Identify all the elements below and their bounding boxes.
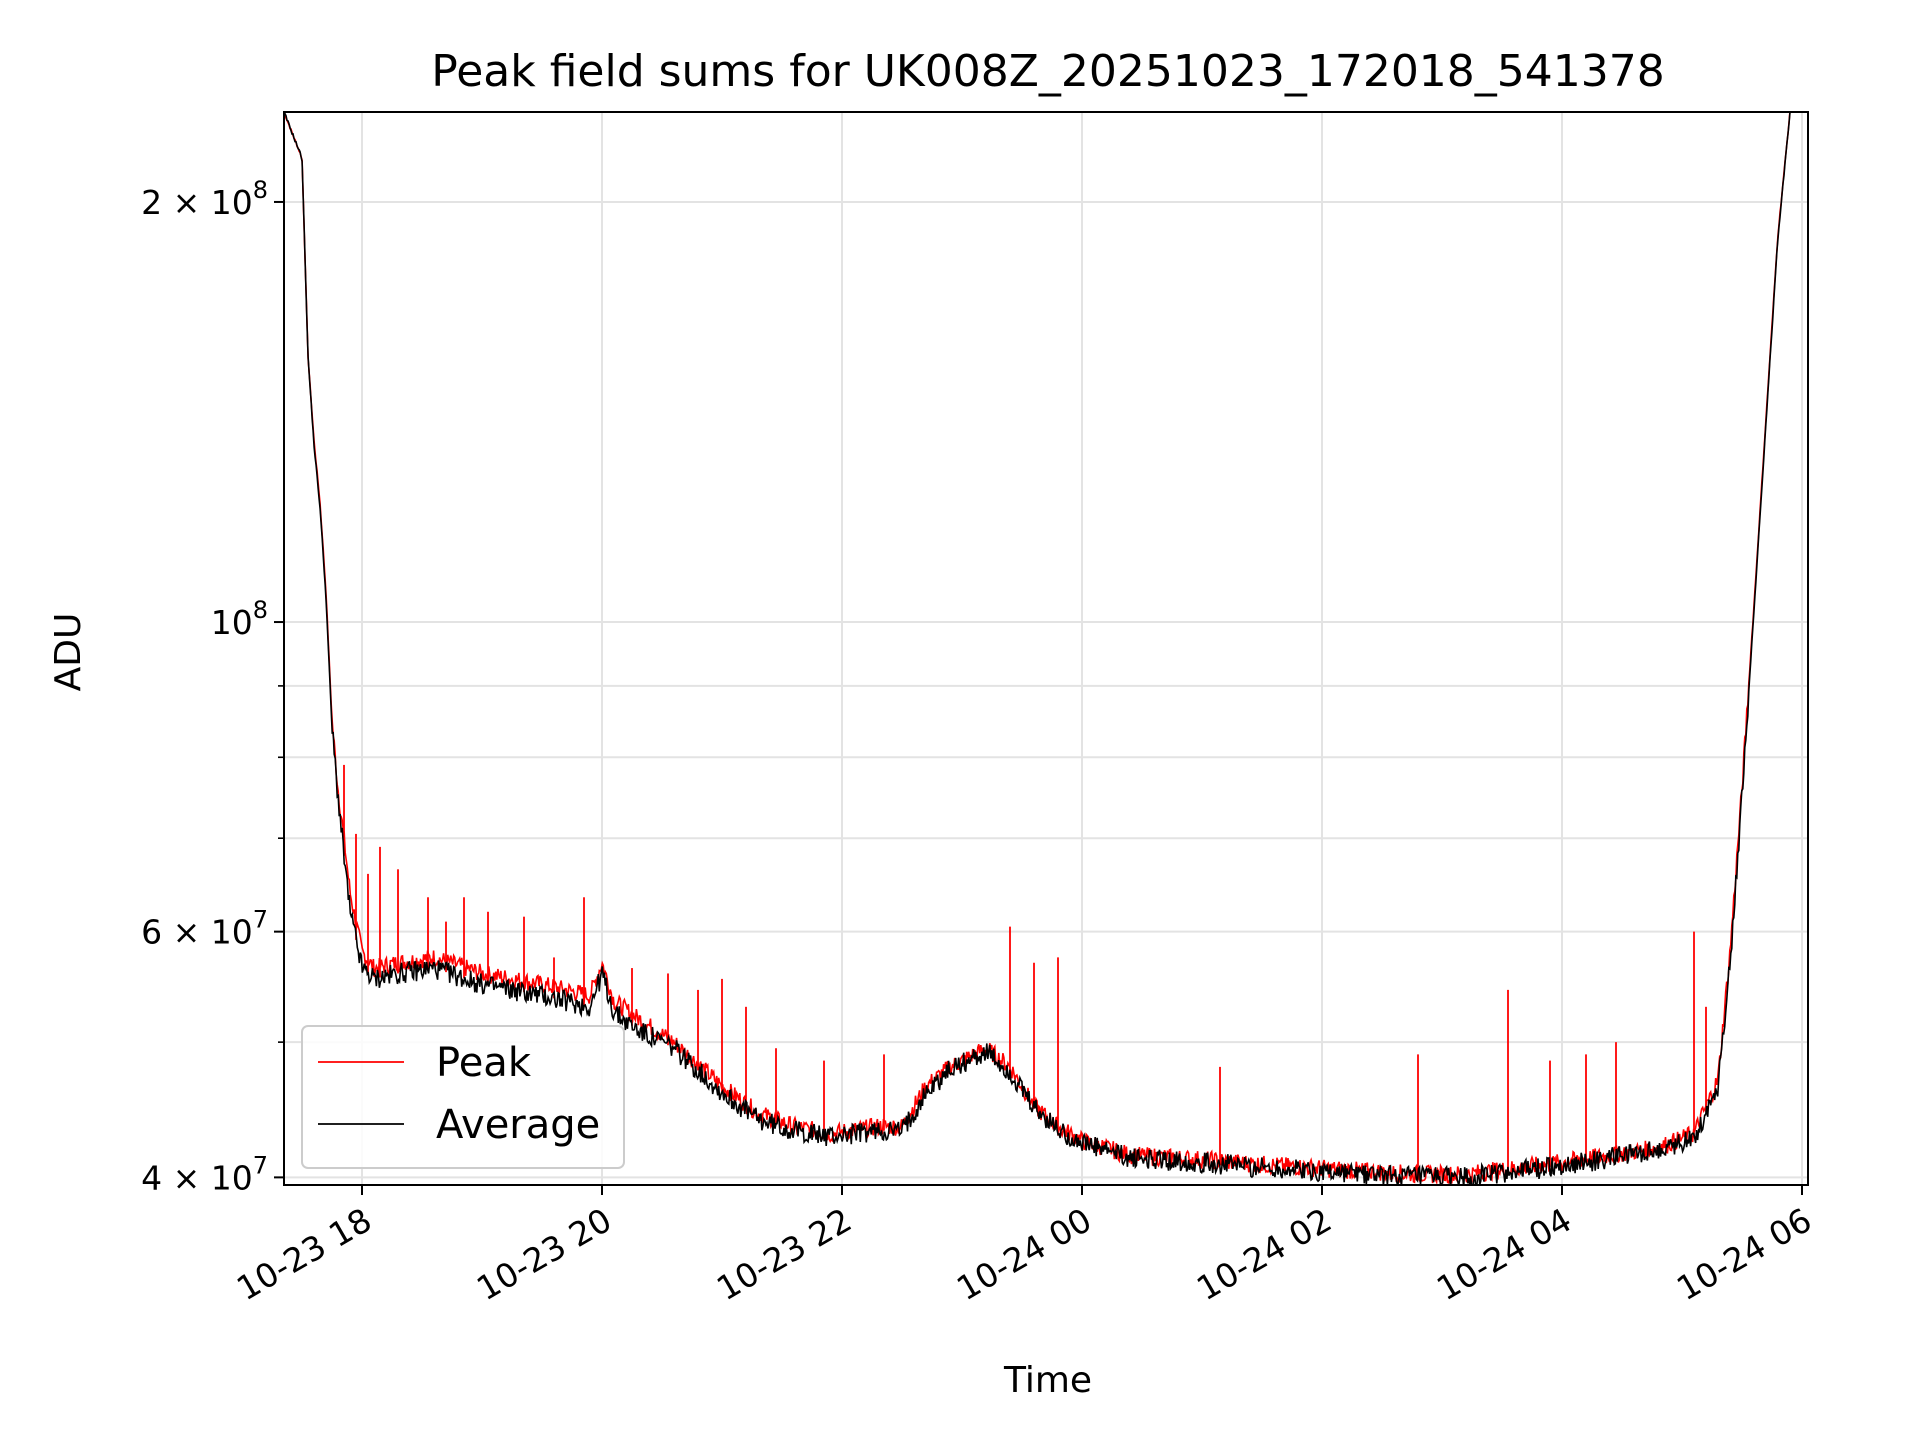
y-tick-times: × 10 xyxy=(162,1158,253,1197)
y-tick-label: 6 × 107 xyxy=(141,906,268,952)
grid-lines xyxy=(284,112,1808,1185)
legend-label-average: Average xyxy=(436,1102,600,1148)
y-tick-mantissa: 4 xyxy=(141,1158,162,1197)
y-tick-exponent: 7 xyxy=(253,1151,268,1179)
x-axis-label: Time xyxy=(1003,1360,1092,1401)
y-tick-times: × 10 xyxy=(162,183,253,222)
series-line-average xyxy=(284,112,1791,1185)
y-tick-mantissa: 2 xyxy=(141,183,162,222)
y-tick-exponent: 8 xyxy=(253,596,268,624)
y-tick-exponent: 7 xyxy=(253,906,268,934)
y-tick-base: 10 xyxy=(211,603,253,642)
axes-frame xyxy=(283,111,1809,1186)
chart-title: Peak field sums for UK008Z_20251023_1720… xyxy=(431,46,1665,97)
y-tick-times: × 10 xyxy=(162,913,253,952)
y-tick-exponent: 8 xyxy=(253,176,268,204)
y-tick-label: 2 × 108 xyxy=(141,176,268,222)
y-tick-mantissa: 6 xyxy=(141,913,162,952)
legend: Peak Average xyxy=(301,1025,625,1169)
data-series xyxy=(284,112,1791,1185)
legend-label-peak: Peak xyxy=(436,1040,532,1086)
y-tick-label: 4 × 107 xyxy=(141,1151,268,1197)
y-axis-label: ADU xyxy=(48,613,89,692)
y-tick-label: 108 xyxy=(211,596,268,642)
